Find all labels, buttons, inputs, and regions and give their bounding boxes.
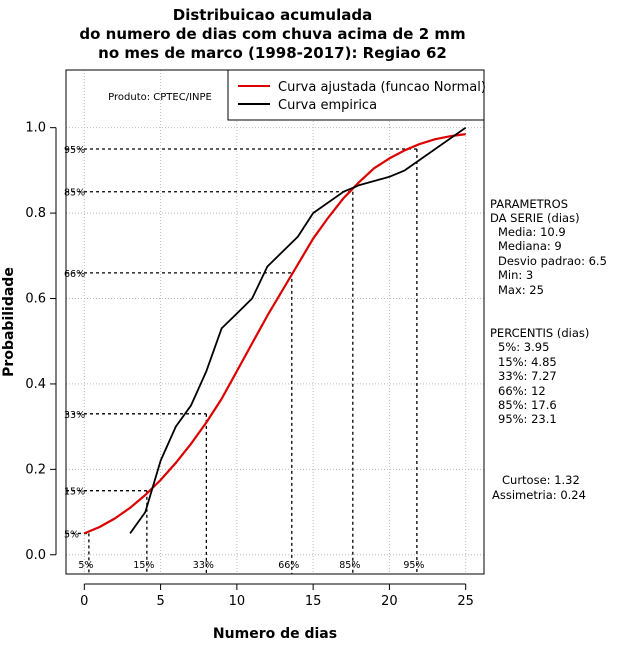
stat-assimetria: Assimetria: 0.24 [492, 488, 586, 502]
legend-box [227, 69, 485, 121]
percentile-x-label: 15% [133, 560, 154, 571]
x-axis-label: Numero de dias [213, 626, 337, 642]
x-tick-label: 10 [229, 594, 246, 609]
legend-label-fitted: Curva ajustada (funcao Normal) [278, 80, 486, 95]
percentile-x-label: 95% [403, 560, 424, 571]
x-tick-label: 20 [381, 594, 398, 609]
percentile-x-label: 5% [78, 560, 93, 571]
params-header-2: DA SERIE (dias) [490, 211, 580, 225]
x-tick-label: 25 [457, 594, 474, 609]
x-tick-label: 5 [156, 594, 164, 609]
percentil-66: 66%: 12 [498, 384, 546, 398]
y-tick-label: 0.6 [25, 292, 46, 307]
percentil-15: 15%: 4.85 [498, 355, 557, 369]
percentis-header: PERCENTIS (dias) [490, 326, 590, 340]
y-tick-label: 1.0 [25, 121, 46, 136]
percentil-33: 33%: 7.27 [498, 369, 557, 383]
param-desvio: Desvio padrao: 6.5 [498, 254, 607, 268]
legend-label-empirical: Curva empirica [278, 98, 377, 113]
percentil-85: 85%: 17.6 [498, 398, 557, 412]
axis-layer: 0 5 10 15 20 25 0.0 0.2 0.4 0.6 0.8 1.0 [25, 121, 474, 609]
grid-layer [66, 70, 484, 574]
x-tick-label: 15 [305, 594, 322, 609]
empirical-curve [129, 126, 467, 534]
percentile-y-label: 85% [64, 188, 85, 199]
chart-title-line-1: Distribuicao acumulada [172, 6, 373, 24]
chart-title-line-2: do numero de dias com chuva acima de 2 m… [79, 25, 466, 43]
percentile-y-label: 95% [64, 145, 85, 156]
y-tick-label: 0.0 [25, 548, 46, 563]
param-mediana: Mediana: 9 [498, 239, 562, 253]
percentile-x-label: 85% [339, 560, 360, 571]
percentil-5: 5%: 3.95 [498, 340, 550, 354]
param-media: Media: 10.9 [498, 225, 566, 239]
percentile-y-label: 15% [64, 487, 85, 498]
param-max: Max: 25 [498, 283, 544, 297]
chart-title-line-3: no mes de marco (1998-2017): Regiao 62 [98, 44, 447, 62]
percentile-x-label: 33% [193, 560, 214, 571]
params-header-1: PARAMETROS [490, 197, 569, 211]
y-tick-label: 0.8 [25, 206, 46, 221]
y-tick-label: 0.4 [25, 377, 46, 392]
plot-frame [65, 69, 485, 575]
producer-label: Produto: CPTEC/INPE [108, 92, 212, 103]
y-tick-label: 0.2 [25, 462, 46, 477]
percentile-y-label: 5% [64, 529, 79, 540]
percentile-y-label: 33% [64, 410, 85, 421]
percentile-x-label: 66% [278, 560, 299, 571]
percentil-95: 95%: 23.1 [498, 412, 557, 426]
percentile-y-label: 66% [64, 269, 85, 280]
y-axis-label: Probabilidade [1, 267, 17, 377]
stat-curtose: Curtose: 1.32 [502, 473, 580, 487]
param-min: Min: 3 [498, 268, 534, 282]
x-tick-label: 0 [80, 594, 88, 609]
series-layer [83, 126, 467, 535]
fitted-normal-curve [83, 133, 466, 535]
legend: Curva ajustada (funcao Normal) Curva emp… [227, 69, 486, 121]
